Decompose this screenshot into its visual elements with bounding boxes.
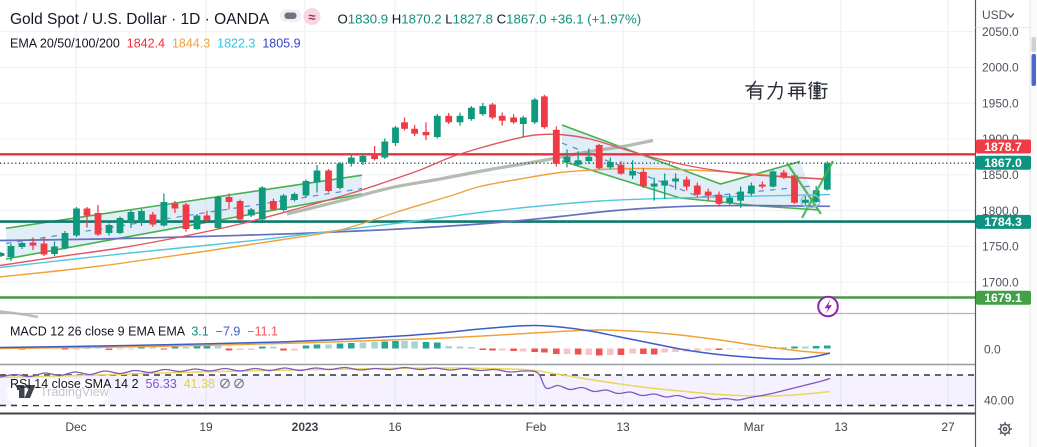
- svg-text:1679.1: 1679.1: [984, 291, 1022, 305]
- svg-text:1950.0: 1950.0: [982, 96, 1019, 110]
- svg-text:Dec: Dec: [65, 420, 86, 434]
- svg-text:0.0: 0.0: [984, 343, 1001, 357]
- svg-text:27: 27: [941, 420, 955, 434]
- svg-text:13: 13: [616, 420, 630, 434]
- svg-text:O1830.9 H1870.2 L1827.8 C1867.: O1830.9 H1870.2 L1827.8 C1867.0 +36.1 (+…: [338, 12, 642, 27]
- svg-text:Gold Spot / U.S. Dollar · 1D ·: Gold Spot / U.S. Dollar · 1D · OANDA: [10, 11, 270, 28]
- svg-text:1700.0: 1700.0: [982, 275, 1019, 289]
- svg-text:Feb: Feb: [526, 420, 547, 434]
- svg-text:2000.0: 2000.0: [982, 61, 1019, 75]
- svg-text:1750.0: 1750.0: [982, 240, 1019, 254]
- svg-text:16: 16: [388, 420, 402, 434]
- svg-text:EMA 20/50/100/200 1842.4 184: EMA 20/50/100/200 1842.4 1844.3 1822.3 1…: [10, 37, 301, 51]
- svg-text:≈: ≈: [308, 10, 315, 25]
- svg-text:1867.0: 1867.0: [984, 156, 1022, 170]
- svg-text:USD: USD: [982, 8, 1008, 22]
- svg-text:1784.3: 1784.3: [984, 215, 1022, 229]
- svg-text:13: 13: [834, 420, 848, 434]
- svg-text:Mar: Mar: [744, 420, 765, 434]
- svg-text:1800.0: 1800.0: [982, 204, 1019, 218]
- svg-text:MACD 12 26 close 9 EMA EMA 3.: MACD 12 26 close 9 EMA EMA 3.1 −7.9 −11.…: [10, 325, 278, 339]
- svg-text:2050.0: 2050.0: [982, 25, 1019, 39]
- svg-text:TradingView: TradingView: [40, 385, 110, 399]
- svg-text:19: 19: [199, 420, 213, 434]
- svg-text:2023: 2023: [292, 420, 319, 434]
- svg-text:1878.7: 1878.7: [984, 140, 1022, 154]
- svg-text:RSI 14 close SMA 14 2 56.33: RSI 14 close SMA 14 2 56.33 41.38: [10, 377, 215, 391]
- svg-text:40.00: 40.00: [984, 394, 1014, 408]
- svg-text:1850.0: 1850.0: [982, 168, 1019, 182]
